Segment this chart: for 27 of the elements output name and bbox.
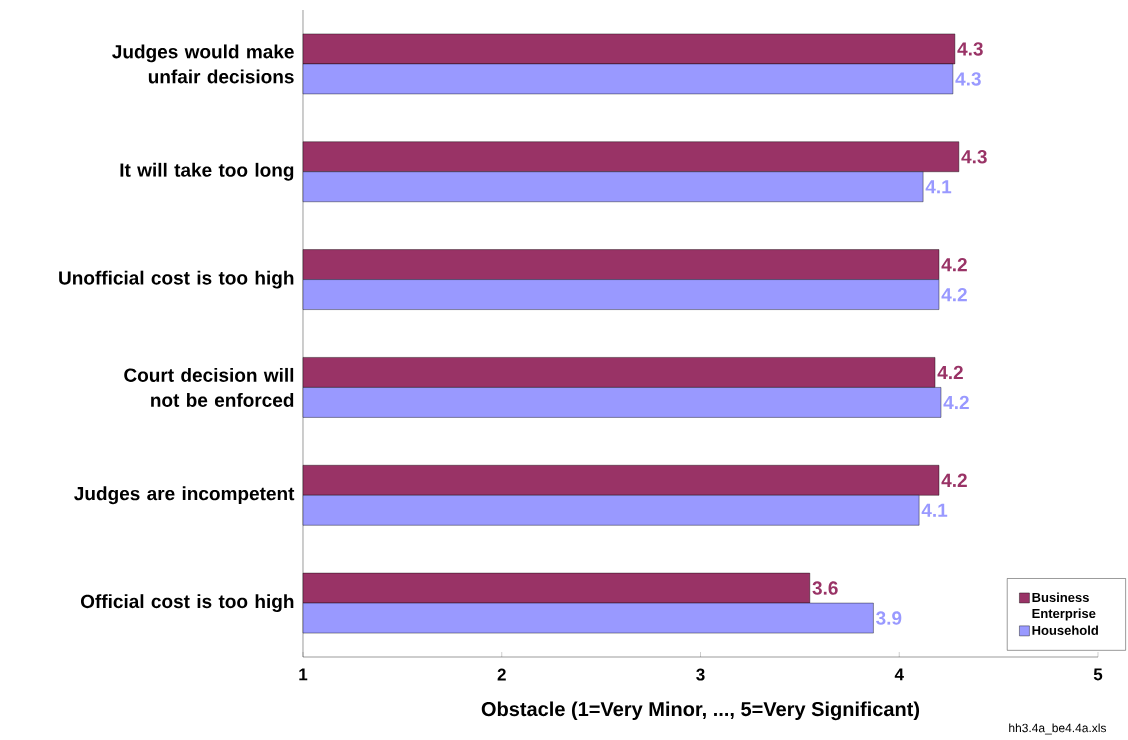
x-tick-label: 4	[894, 668, 904, 681]
x-tick-label: 5	[1093, 668, 1103, 681]
y-tick-label: Judges would make unfair decisions	[112, 44, 294, 84]
y-tick-label: Judges are incompetent	[74, 486, 295, 505]
legend-label: Business Enterprise	[1032, 592, 1096, 621]
data-label: 4.2	[941, 473, 967, 487]
data-label: 4.1	[925, 180, 952, 194]
x-tick-label: 1	[299, 668, 308, 681]
data-label: 4.3	[961, 150, 987, 164]
data-label: 4.1	[921, 503, 948, 517]
data-label: 4.3	[955, 72, 981, 86]
y-tick-label: Unofficial cost is too high	[59, 270, 294, 289]
data-label: 4.2	[941, 287, 967, 302]
data-label: 4.2	[937, 365, 963, 380]
x-axis-title: Obstacle (1=Very Minor, ..., 5=Very Significant)	[481, 701, 920, 721]
data-label: 3.6	[812, 581, 838, 595]
data-label: 4.2	[943, 395, 969, 410]
legend-label: Household	[1032, 625, 1098, 635]
x-tick-label: 3	[696, 668, 705, 681]
y-tick-label: Official cost is too high	[80, 594, 294, 612]
data-label: 4.2	[941, 257, 967, 272]
y-tick-label: Court decision will not be enforced	[124, 367, 294, 407]
data-label: 4.3	[957, 42, 983, 56]
y-tick-label: It will take too long	[120, 162, 294, 181]
text: hh3.4a_be4.4a.xls	[1009, 723, 1107, 735]
x-tick-label: 2	[497, 668, 506, 681]
data-label: 3.9	[876, 611, 902, 625]
